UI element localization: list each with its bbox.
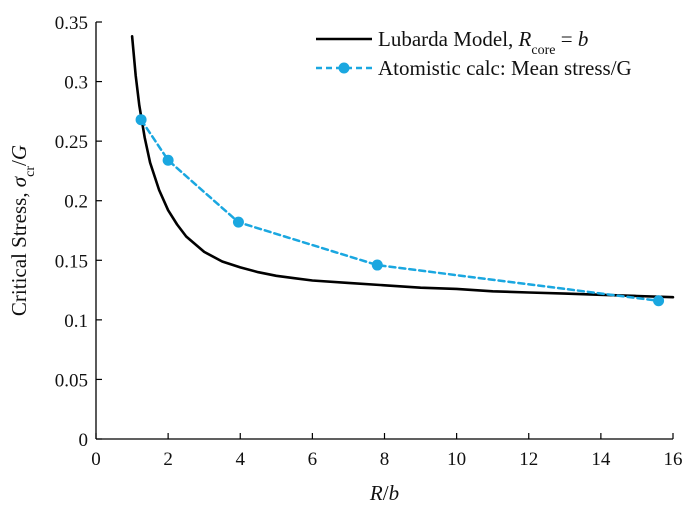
y-tick-label: 0.2	[64, 192, 88, 213]
y-axis-label: Critical Stress, σcr/G	[7, 145, 38, 316]
data-point	[371, 259, 383, 271]
x-tick-label: 12	[519, 449, 538, 470]
data-point	[653, 295, 665, 307]
y-tick-label: 0	[79, 430, 89, 451]
x-tick-label: 4	[236, 449, 246, 470]
plot-markers	[135, 114, 665, 307]
x-tick-label: 8	[380, 449, 390, 470]
data-point	[162, 154, 174, 166]
y-tick-label: 0.1	[64, 311, 88, 332]
x-tick-label: 16	[664, 449, 683, 470]
data-point	[232, 216, 244, 228]
legend-label-1: Atomistic calc: Mean stress/G	[378, 56, 632, 80]
x-tick-label: 6	[308, 449, 318, 470]
y-tick-label: 0.15	[55, 251, 88, 272]
y-tick-label: 0.3	[64, 73, 88, 94]
x-tick-label: 0	[91, 449, 101, 470]
series-line-1	[139, 118, 660, 303]
legend-label-0: Lubarda Model, Rcore = b	[378, 27, 588, 58]
y-tick-label: 0.25	[55, 132, 88, 153]
data-point	[135, 114, 147, 126]
x-ticks: 0 2 4 6 8 10 12 14 16	[91, 433, 683, 470]
legend-marker	[338, 62, 350, 74]
x-tick-label: 2	[163, 449, 173, 470]
y-tick-label: 0.05	[55, 370, 88, 391]
x-axis-label: R/b	[369, 481, 399, 505]
x-tick-label: 10	[447, 449, 466, 470]
y-ticks: 0 0.05 0.1 0.15 0.2 0.25 0.3 0.35	[55, 13, 102, 451]
series-line-0	[130, 34, 675, 299]
x-tick-label: 14	[591, 449, 611, 470]
y-tick-label: 0.35	[55, 13, 88, 34]
